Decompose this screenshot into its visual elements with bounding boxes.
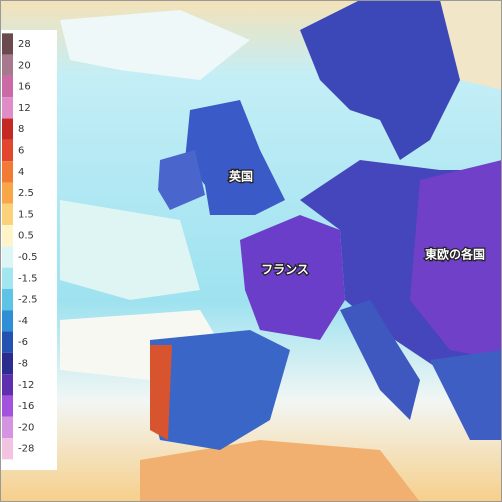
- legend-swatch: [2, 139, 13, 162]
- region-label: 東欧の各国: [425, 247, 485, 262]
- legend-swatch: [2, 288, 13, 311]
- legend-label: -16: [18, 401, 34, 412]
- portugal-warm: [150, 345, 172, 440]
- legend-label: -4: [18, 316, 28, 327]
- france: [240, 215, 345, 340]
- legend-swatch: [2, 182, 13, 204]
- legend-label: 12: [18, 103, 31, 114]
- legend-swatch: [2, 33, 13, 55]
- legend-swatch: [2, 203, 13, 226]
- legend-label: 4: [18, 167, 24, 178]
- legend-swatch: [2, 75, 13, 98]
- legend-swatch: [2, 225, 13, 247]
- balkans: [430, 350, 502, 440]
- legend-swatch: [2, 267, 13, 289]
- legend-label: -12: [18, 380, 34, 391]
- legend-label: 16: [18, 82, 31, 93]
- legend-label: -0.5: [18, 252, 38, 263]
- legend-label: -1.5: [18, 273, 38, 284]
- legend-swatch: [2, 246, 13, 268]
- legend-swatch: [2, 438, 13, 460]
- legend-label: -6: [18, 337, 28, 348]
- legend: 28 20 16 12 8 6 4 2.5 1.5 0.5 -0.5 -1.5 -2.5 -4 -6 -8 -1…: [2, 33, 38, 460]
- legend-swatch: [2, 161, 13, 183]
- legend-label: 0.5: [18, 231, 34, 242]
- ireland: [158, 150, 205, 210]
- legend-label: 2.5: [18, 188, 34, 199]
- legend-swatch: [2, 331, 13, 353]
- cloud-patch: [60, 200, 200, 300]
- region-label: 英国: [229, 169, 253, 184]
- britain: [185, 100, 285, 215]
- legend-swatch: [2, 118, 13, 140]
- legend-swatch: [2, 310, 13, 332]
- legend-label: -28: [18, 444, 34, 455]
- africa: [140, 440, 420, 502]
- legend-label: 1.5: [18, 209, 34, 220]
- legend-swatch: [2, 352, 13, 375]
- cloud-patch: [60, 10, 250, 80]
- legend-label: 20: [18, 60, 31, 71]
- eastern-europe: [410, 160, 502, 360]
- legend-label: -20: [18, 422, 34, 433]
- legend-label: -2.5: [18, 295, 38, 306]
- legend-swatch: [2, 416, 13, 439]
- finland: [440, 0, 502, 90]
- legend-swatch: [2, 374, 13, 396]
- italy: [340, 300, 420, 420]
- iberia: [150, 330, 290, 450]
- legend-swatch: [2, 97, 13, 119]
- legend-swatch: [2, 54, 13, 76]
- legend-label: -8: [18, 359, 28, 370]
- legend-label: 6: [18, 146, 24, 157]
- legend-swatch: [2, 395, 13, 417]
- scandinavia: [300, 0, 470, 160]
- legend-label: 28: [18, 39, 31, 50]
- legend-label: 8: [18, 124, 24, 135]
- region-label: フランス: [261, 263, 309, 277]
